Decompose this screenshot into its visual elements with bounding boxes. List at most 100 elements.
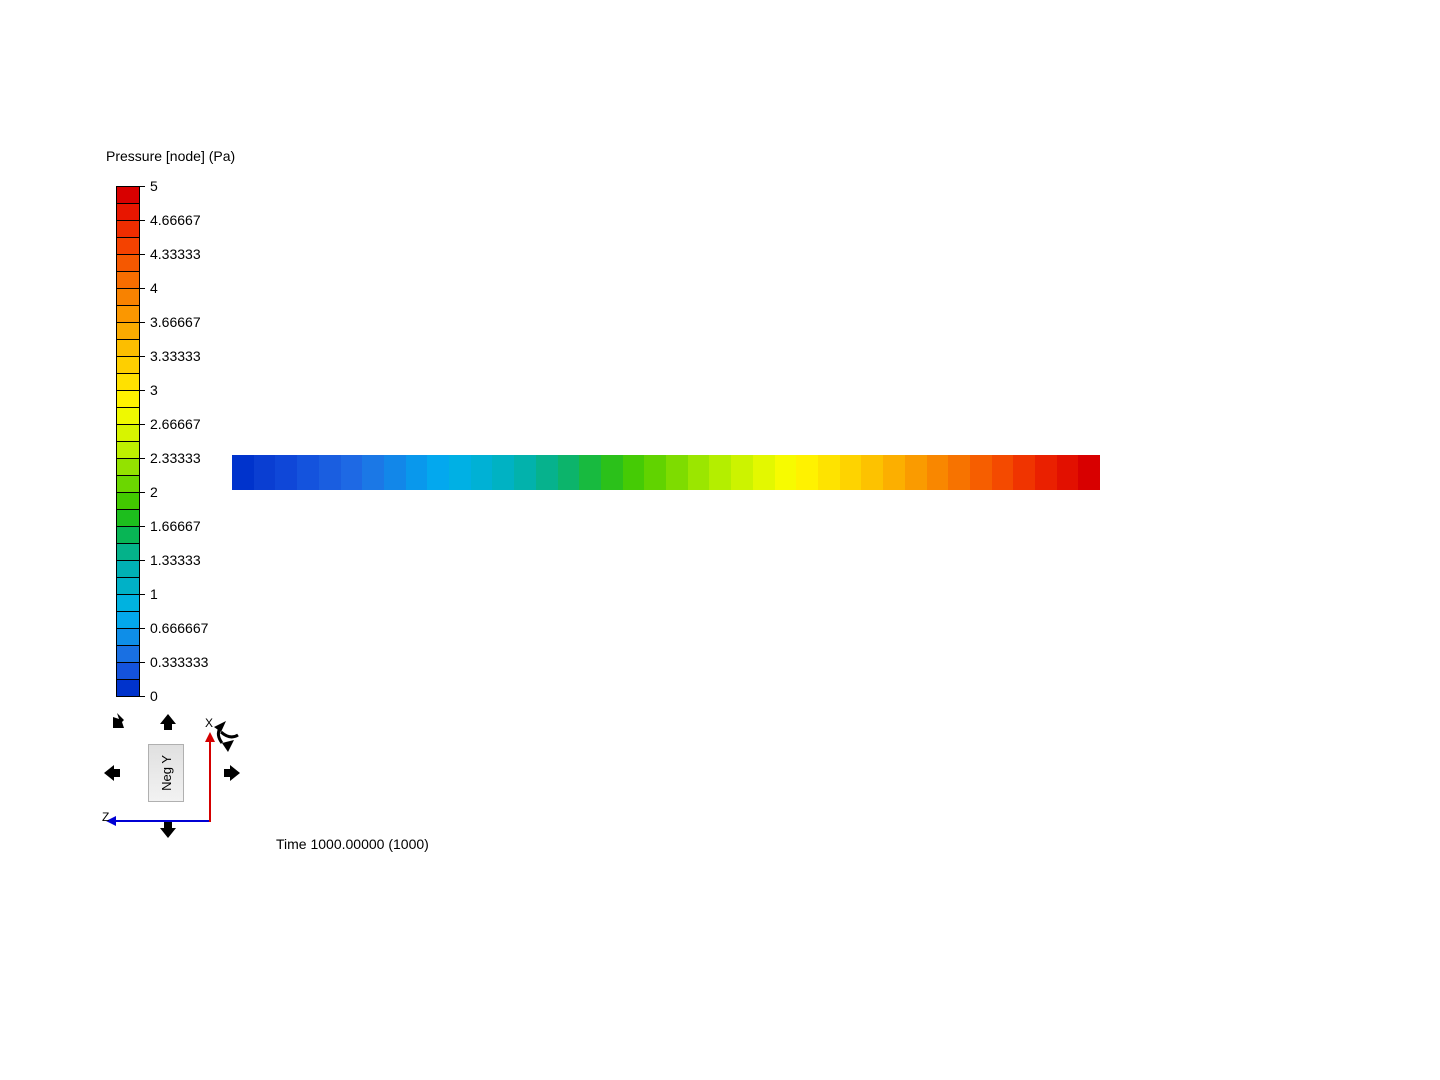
- view-navigator: X Z Neg Y: [100, 710, 260, 840]
- legend-tick: 0.333333: [139, 654, 208, 670]
- legend-tick: 1: [139, 586, 158, 602]
- strip-cell: [601, 455, 623, 490]
- strip-cell: [709, 455, 731, 490]
- legend-tick-label: 1.66667: [150, 518, 201, 534]
- legend-tick: 4: [139, 280, 158, 296]
- legend-cell: [117, 407, 139, 424]
- strip-cell: [796, 455, 818, 490]
- legend-tick: 3.66667: [139, 314, 201, 330]
- legend-tick-label: 1.33333: [150, 552, 201, 568]
- pressure-field-strip: [232, 455, 1100, 490]
- strip-cell: [341, 455, 363, 490]
- legend-tick: 2: [139, 484, 158, 500]
- strip-cell: [297, 455, 319, 490]
- legend-cell: [117, 254, 139, 271]
- time-display: Time 1000.00000 (1000): [276, 836, 429, 852]
- legend-cell: [117, 271, 139, 288]
- legend-cell: [117, 373, 139, 390]
- strip-cell: [406, 455, 428, 490]
- legend-tick-label: 3.66667: [150, 314, 201, 330]
- legend-cell: [117, 339, 139, 356]
- legend-title: Pressure [node] (Pa): [106, 148, 235, 164]
- strip-cell: [688, 455, 710, 490]
- strip-cell: [905, 455, 927, 490]
- strip-cell: [492, 455, 514, 490]
- legend-tick-label: 2.33333: [150, 450, 201, 466]
- strip-cell: [861, 455, 883, 490]
- legend-cell: [117, 288, 139, 305]
- strip-cell: [449, 455, 471, 490]
- legend-tick: 2.33333: [139, 450, 201, 466]
- strip-cell: [883, 455, 905, 490]
- strip-cell: [275, 455, 297, 490]
- strip-cell: [775, 455, 797, 490]
- legend-cell: [117, 305, 139, 322]
- z-axis: [114, 820, 211, 822]
- strip-cell: [992, 455, 1014, 490]
- legend-tick: 5: [139, 178, 158, 194]
- legend-cell: [117, 679, 139, 696]
- view-cube-face[interactable]: Neg Y: [148, 744, 184, 802]
- legend-tick: 1.66667: [139, 518, 201, 534]
- strip-cell: [818, 455, 840, 490]
- legend-tick-label: 0.333333: [150, 654, 208, 670]
- legend-cell: [117, 577, 139, 594]
- strip-cell: [948, 455, 970, 490]
- strip-cell: [1078, 455, 1100, 490]
- strip-cell: [927, 455, 949, 490]
- strip-cell: [536, 455, 558, 490]
- legend-cell: [117, 187, 139, 203]
- legend-tick: 4.33333: [139, 246, 201, 262]
- legend-cell: [117, 662, 139, 679]
- legend-cell: [117, 475, 139, 492]
- legend-tick-label: 0: [150, 688, 158, 704]
- legend-cell: [117, 645, 139, 662]
- nav-arrow-up[interactable]: [160, 714, 176, 730]
- legend-tick-label: 0.666667: [150, 620, 208, 636]
- legend-tick-label: 4.33333: [150, 246, 201, 262]
- legend-cell: [117, 220, 139, 237]
- strip-cell: [666, 455, 688, 490]
- nav-arrow-left[interactable]: [104, 765, 120, 781]
- legend-cell: [117, 237, 139, 254]
- nav-arrow-up-left[interactable]: [113, 713, 124, 728]
- strip-cell: [232, 455, 254, 490]
- legend-tick-label: 4.66667: [150, 212, 201, 228]
- strip-cell: [558, 455, 580, 490]
- strip-cell: [731, 455, 753, 490]
- legend-tick-label: 2.66667: [150, 416, 201, 432]
- z-axis-label: Z: [102, 810, 109, 824]
- legend-cell: [117, 356, 139, 373]
- view-cube-face-label: Neg Y: [159, 755, 174, 791]
- legend-cell: [117, 611, 139, 628]
- strip-cell: [644, 455, 666, 490]
- strip-cell: [1057, 455, 1079, 490]
- strip-cell: [254, 455, 276, 490]
- legend-cell: [117, 458, 139, 475]
- strip-cell: [384, 455, 406, 490]
- legend-cell: [117, 543, 139, 560]
- legend-tick: 3: [139, 382, 158, 398]
- strip-cell: [362, 455, 384, 490]
- strip-cell: [579, 455, 601, 490]
- x-axis: [209, 740, 211, 822]
- legend-tick: 4.66667: [139, 212, 201, 228]
- strip-cell: [623, 455, 645, 490]
- strip-cell: [970, 455, 992, 490]
- legend-tick-label: 3: [150, 382, 158, 398]
- nav-arrow-right[interactable]: [224, 765, 240, 781]
- legend-cell: [117, 390, 139, 407]
- legend-cell: [117, 424, 139, 441]
- legend-cell: [117, 492, 139, 509]
- legend-cell: [117, 441, 139, 458]
- nav-arrow-down[interactable]: [160, 822, 176, 838]
- legend-tick: 3.33333: [139, 348, 201, 364]
- legend-cell: [117, 560, 139, 577]
- strip-cell: [840, 455, 862, 490]
- legend-cell: [117, 526, 139, 543]
- legend-tick-label: 5: [150, 178, 158, 194]
- legend-cell: [117, 594, 139, 611]
- strip-cell: [1013, 455, 1035, 490]
- legend-tick-label: 2: [150, 484, 158, 500]
- strip-cell: [427, 455, 449, 490]
